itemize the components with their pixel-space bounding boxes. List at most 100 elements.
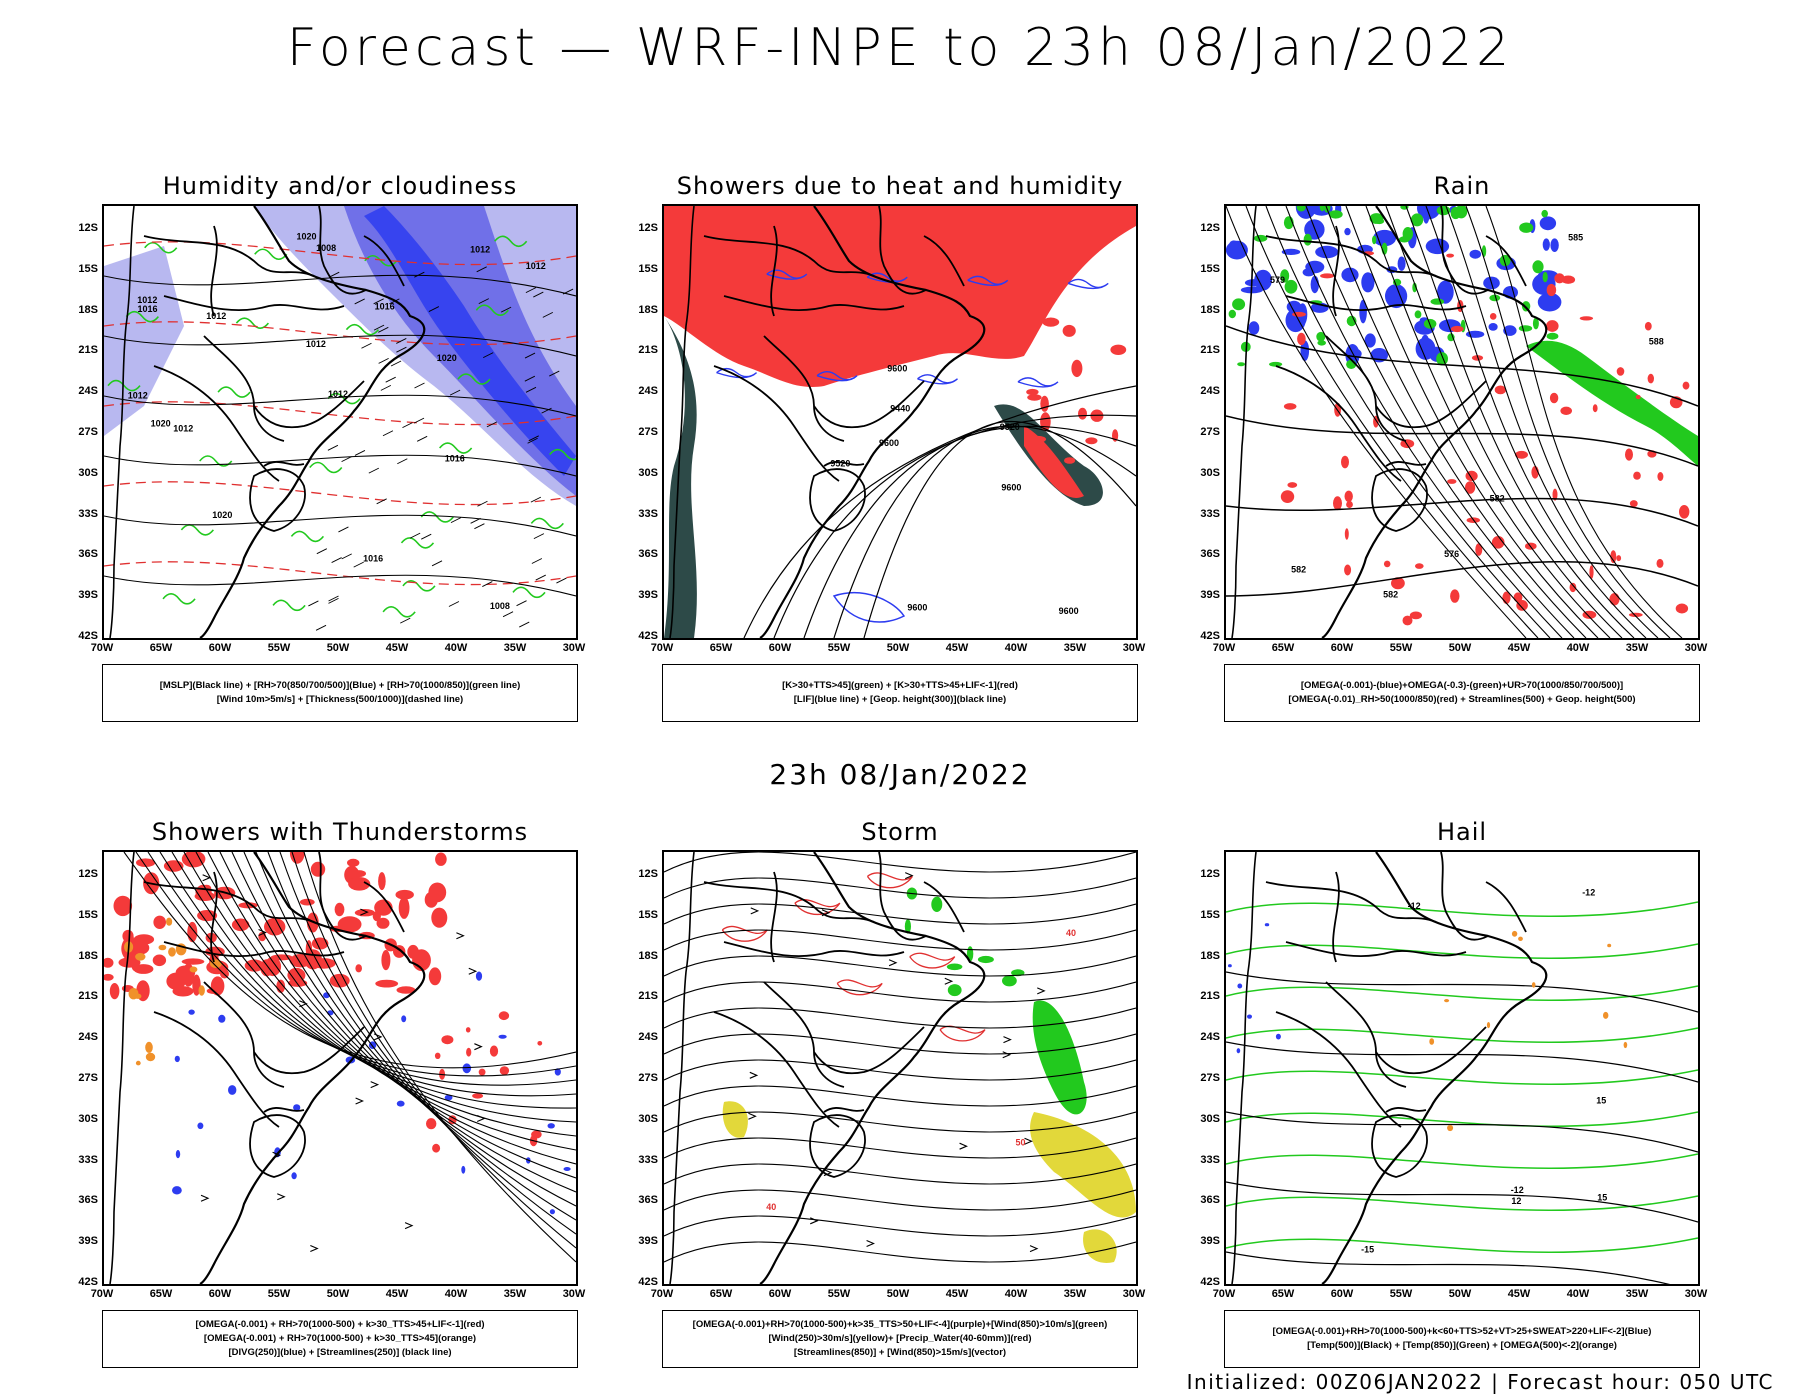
omega-green-area [1253, 234, 1268, 242]
rh-green-contour [494, 235, 528, 248]
instability-red-patch [1027, 394, 1042, 401]
instability-red-patch [1071, 359, 1083, 378]
latitude-tick-label: 27S [78, 1072, 98, 1084]
thunderstorm-red-area-east [432, 1143, 441, 1153]
streamline-arrow [468, 967, 478, 975]
wind-vector [519, 621, 530, 628]
rh-green-contour [345, 323, 380, 336]
instability-red-patch [1029, 435, 1047, 443]
streamline [147, 852, 576, 1086]
wind-vector [396, 338, 407, 344]
rh-green-contour [254, 248, 288, 261]
streamline [171, 852, 576, 1109]
omega-green-area [1519, 222, 1534, 233]
country-border [723, 295, 905, 312]
longitude-tick-label: 30W [562, 642, 586, 654]
thunderstorm-orange-area [189, 966, 198, 973]
country-border [823, 461, 865, 467]
rh-green-contour [374, 438, 391, 445]
wind-vector [341, 456, 352, 463]
rh-green-contour [475, 304, 509, 316]
omega-red-area [1579, 316, 1594, 321]
thunderstorm-red-area [153, 915, 166, 929]
wind-vector [542, 311, 554, 318]
streamline-500 [1485, 206, 1683, 638]
legend-line: [OMEGA(-0.001)+RH>70(1000-500)+k>35_TTS>… [692, 1319, 1108, 1330]
latitude-tick-label: 33S [1200, 1153, 1220, 1166]
longitude-tick-label: 50W [326, 642, 350, 654]
contour-label: 9520 [830, 459, 850, 469]
omega-blue-area [1344, 227, 1351, 236]
coastline [199, 852, 426, 1284]
isobar-line [104, 394, 576, 417]
rh-green-contour [196, 411, 205, 422]
omega-500-orange-area [1447, 1124, 1454, 1132]
longitude-axis: 70W 65W 60W 55W 50W 45W 40W 35W 30W [651, 1288, 1146, 1304]
omega-red-area [1341, 455, 1349, 469]
wind-vector [500, 306, 512, 313]
wind-vector [428, 306, 440, 312]
longitude-tick-label: 65W [1271, 1288, 1295, 1300]
latitude-tick-label: 33S [638, 507, 658, 520]
thickness-dashed-line [104, 401, 576, 426]
streamline-arrow [474, 1043, 483, 1051]
contour-label: 1012 [137, 295, 157, 305]
panel-title: Showers with Thunderstorms [151, 818, 529, 846]
streamline-500 [1405, 206, 1635, 638]
omega-blue-area [1537, 292, 1562, 312]
rh-green-contour [481, 421, 490, 436]
main-title: Forecast — WRF-INPE to 23h 08/Jan/2022 [286, 18, 1514, 78]
country-border [1285, 295, 1467, 312]
contour-label: 579 [1270, 275, 1285, 285]
omega-red-area [1344, 528, 1349, 540]
omega-blue-area [1359, 299, 1367, 324]
wind-850-green-patch [1002, 975, 1017, 987]
country-border [1265, 235, 1437, 277]
panel-rain: Rain 12S 15S 18S 21S 24S 27S 30S 33S 36S 39S 42S 588… [1182, 172, 1742, 732]
panel-legend: [MSLP](Black line) + [RH>70(850/700/500)… [102, 664, 578, 722]
omega-red-area [1516, 600, 1528, 611]
latitude-tick-label: 15S [1200, 908, 1220, 921]
wind-vector [448, 601, 460, 607]
streamline [664, 1085, 1136, 1107]
latitude-tick-label: 12S [78, 868, 98, 880]
omega-red-area [1400, 439, 1415, 449]
panel-title: Humidity and/or cloudiness [162, 172, 518, 200]
instability-red-patch [1078, 407, 1087, 420]
thunderstorm-orange-area [198, 985, 205, 996]
hail-blue-area [1228, 964, 1232, 968]
contour-label: 9600 [1059, 606, 1079, 616]
streamline [664, 1137, 1136, 1159]
instability-red-patch [1062, 324, 1076, 337]
rh-green-contour [245, 610, 252, 625]
uruguay-border [1371, 1114, 1428, 1178]
rh-green-contour [521, 362, 535, 372]
thunderstorm-red-area-east [499, 1066, 510, 1075]
streamline-500 [1445, 206, 1659, 638]
latitude-tick-label: 42S [78, 1276, 98, 1288]
streamline [664, 981, 1136, 1003]
thunderstorm-red-area-east [472, 1093, 484, 1099]
lif-blue-line [1017, 377, 1059, 388]
streamline-arrow [810, 1217, 819, 1225]
omega-500-orange-area [1511, 930, 1518, 937]
longitude-tick-label: 60W [768, 1288, 792, 1300]
latitude-tick-label: 24S [78, 385, 98, 398]
thunderstorm-red-area [104, 973, 114, 981]
streamline [219, 852, 576, 1165]
wind-vector [470, 517, 481, 524]
lif-blue-line [917, 374, 958, 385]
omega-500-orange-area [1623, 1041, 1628, 1049]
panel-showers-heat: Showers due to heat and humidity 12S 15S 18… [620, 172, 1180, 732]
panel-legend: [OMEGA(-0.001)+RH>70(1000-500)+k<60+TTS>… [1224, 1310, 1700, 1368]
omega-blue-area [1397, 256, 1406, 271]
isobar-line [104, 454, 576, 477]
country-border [363, 235, 405, 287]
thunderstorm-red-area [104, 957, 114, 968]
contour-label: 585 [1568, 232, 1583, 242]
omega-blue-area [1488, 323, 1498, 331]
precip-water-red-line [721, 925, 768, 942]
thunderstorm-red-area [435, 852, 447, 866]
rh-green-contour [420, 511, 454, 523]
lif-blue-line [967, 275, 1009, 287]
